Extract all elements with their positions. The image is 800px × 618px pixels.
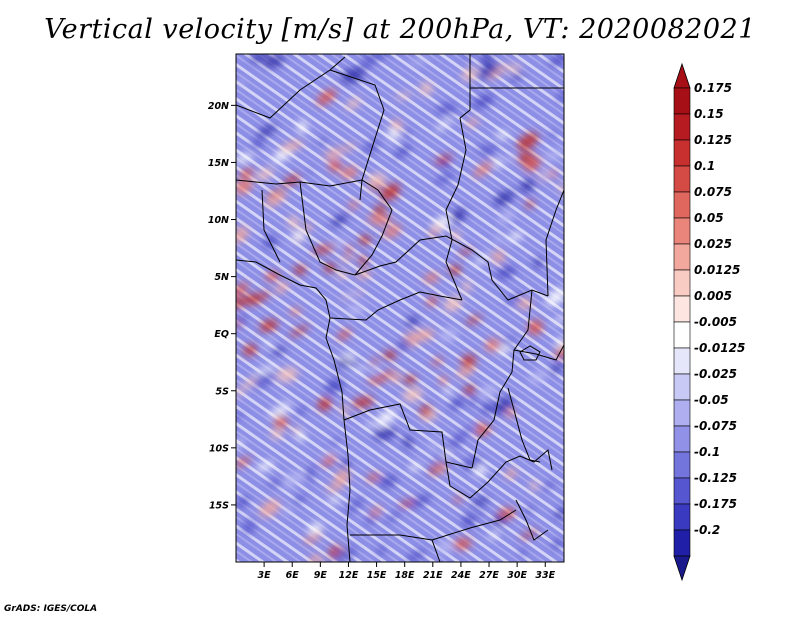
lon-tick-label: 24E — [451, 570, 471, 581]
colorbar-label: 0.005 — [694, 289, 732, 303]
colorbar-swatch — [673, 451, 691, 479]
colorbar-label: -0.005 — [694, 315, 737, 329]
lat-tick-label: 15N — [208, 158, 229, 169]
latitude-axis: 20N 15N 10N 5N EQ 5S 10S 15S — [208, 101, 236, 511]
colorbar-swatch — [673, 503, 691, 531]
lon-tick-label: 12E — [339, 570, 359, 581]
lake-victoria — [519, 345, 541, 361]
colorbar-swatch — [673, 477, 691, 505]
border-congo — [329, 291, 463, 321]
colorbar-swatch — [673, 139, 691, 167]
colorbar-swatch — [673, 347, 691, 375]
map-title: Vertical velocity [m/s] at 200hPa, VT: 2… — [44, 14, 756, 45]
colorbar-label: -0.2 — [694, 523, 720, 537]
colorbar-label: -0.0125 — [694, 341, 745, 355]
colorbar-label: -0.075 — [694, 419, 737, 433]
border-north-1 — [236, 56, 346, 119]
colorbar-label: -0.125 — [694, 471, 737, 485]
border-east — [513, 189, 564, 361]
colorbar-label: -0.175 — [694, 497, 737, 511]
border-libya — [459, 54, 564, 119]
velocity-field — [236, 54, 564, 562]
colorbar-label: 0.15 — [694, 107, 724, 121]
colorbar-label: 0.025 — [694, 237, 732, 251]
plot-frame — [235, 53, 565, 563]
border-zambia — [445, 449, 553, 499]
colorbar-label: -0.1 — [694, 445, 720, 459]
lon-tick-label: 15E — [367, 570, 387, 581]
country-borders — [236, 54, 564, 562]
colorbar-swatch — [673, 399, 691, 427]
colorbar-swatch — [673, 529, 691, 557]
footer-credit: GrADS: IGES/COLA — [4, 604, 98, 614]
border-car — [354, 235, 549, 301]
border-drc-east — [471, 289, 533, 469]
lake-outline — [507, 387, 549, 541]
lon-tick-label: 30E — [507, 570, 527, 581]
border-sahel — [236, 179, 393, 276]
colorbar-swatch — [673, 191, 691, 219]
colorbar-swatch — [673, 321, 691, 349]
colorbar-swatch — [673, 217, 691, 245]
colorbar-top-arrow — [673, 62, 691, 89]
lat-tick-label: 10N — [208, 215, 229, 226]
lon-tick-label: 6E — [286, 570, 300, 581]
lon-tick-label: 21E — [423, 570, 443, 581]
colorbar-swatch — [673, 113, 691, 141]
colorbar-swatch — [673, 425, 691, 453]
colorbar-label: 0.05 — [694, 211, 724, 225]
lat-tick-label: 20N — [208, 101, 229, 112]
lat-tick-label: 5S — [216, 386, 230, 397]
colorbar-label: 0.0125 — [694, 263, 740, 277]
colorbar-label: 0.125 — [694, 133, 732, 147]
lon-tick-label: 33E — [535, 570, 555, 581]
colorbar-swatch — [673, 269, 691, 297]
lat-tick-label: 15S — [209, 500, 229, 511]
lat-tick-label: EQ — [214, 329, 229, 340]
colorbar: 0.175 0.15 0.125 0.1 0.075 0.05 0.025 0.0125 0.0… — [673, 62, 745, 582]
border-north-2 — [329, 69, 385, 201]
lat-tick-label: 5N — [214, 272, 229, 283]
plot-area — [235, 53, 565, 563]
colorbar-label: 0.175 — [694, 81, 732, 95]
coastline — [236, 259, 351, 562]
colorbar-swatch — [673, 373, 691, 401]
colorbar-swatch — [673, 295, 691, 323]
colorbar-label: 0.1 — [694, 159, 715, 173]
lon-tick-label: 27E — [479, 570, 499, 581]
border-chad-sudan — [445, 117, 467, 301]
lon-tick-label: 9E — [314, 570, 328, 581]
colorbar-swatch — [673, 243, 691, 271]
lon-tick-label: 18E — [395, 570, 415, 581]
border-nigeria — [261, 181, 356, 276]
longitude-axis: 3E 6E 9E 12E 15E 18E 21E 24E 27E 30E 33E — [258, 562, 556, 581]
lon-tick-label: 3E — [258, 570, 272, 581]
colorbar-label: -0.05 — [694, 393, 729, 407]
colorbar-swatch — [673, 87, 691, 115]
colorbar-label: -0.025 — [694, 367, 737, 381]
colorbar-bottom-arrow — [673, 555, 691, 582]
colorbar-swatch — [673, 165, 691, 193]
border-south — [350, 509, 517, 562]
colorbar-label: 0.075 — [694, 185, 732, 199]
lat-tick-label: 10S — [209, 443, 229, 454]
